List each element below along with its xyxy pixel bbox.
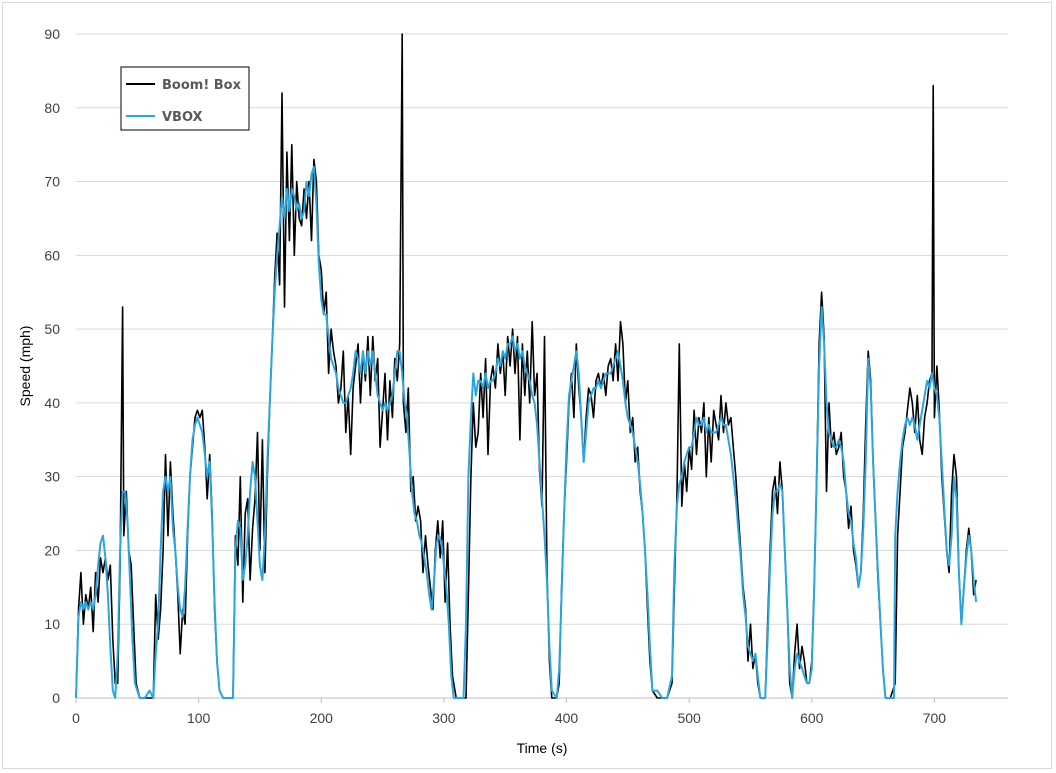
y-tick-label: 10 (44, 616, 60, 632)
series-line-boom-box (75, 33, 977, 699)
gridlines (76, 33, 1008, 625)
y-axis-ticks: 0 10 20 30 40 50 60 70 80 90 (44, 26, 60, 706)
y-tick-label: 80 (44, 100, 60, 116)
y-tick-label: 40 (44, 395, 60, 411)
y-tick-label: 20 (44, 542, 60, 558)
x-tick-label: 700 (923, 710, 947, 726)
x-tick-label: 200 (310, 710, 334, 726)
series-line-vbox (75, 165, 978, 699)
y-tick-label: 90 (44, 26, 60, 42)
y-tick-label: 70 (44, 174, 60, 190)
y-axis-title: Speed (mph) (17, 326, 33, 407)
x-axis-ticks: 0 100 200 300 400 500 600 700 (72, 698, 946, 726)
x-tick-label: 0 (72, 710, 80, 726)
legend-box (120, 66, 250, 131)
y-tick-label: 60 (44, 247, 60, 263)
x-tick-label: 100 (187, 710, 211, 726)
x-axis-title: Time (s) (517, 740, 568, 756)
legend-label: Boom! Box (162, 78, 242, 93)
series-layer (75, 33, 978, 699)
legend: Boom! Box VBOX (120, 66, 250, 131)
y-tick-label: 30 (44, 469, 60, 485)
y-tick-label: 0 (52, 690, 60, 706)
x-tick-label: 300 (432, 710, 456, 726)
x-tick-label: 500 (677, 710, 701, 726)
x-tick-label: 400 (555, 710, 579, 726)
x-tick-label: 600 (800, 710, 824, 726)
legend-label: VBOX (162, 110, 203, 125)
y-tick-label: 50 (44, 321, 60, 337)
